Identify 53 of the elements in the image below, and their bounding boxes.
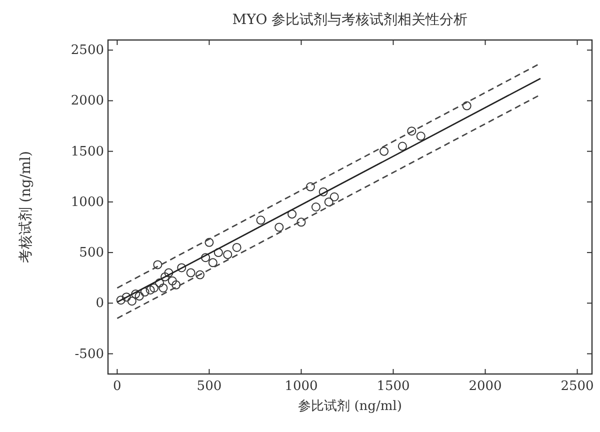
- point: [127, 296, 136, 306]
- point: [256, 216, 266, 225]
- point: [274, 222, 284, 232]
- point: [172, 280, 181, 290]
- point: [214, 248, 223, 258]
- point: [330, 192, 339, 202]
- point: [146, 285, 155, 294]
- point: [116, 296, 126, 305]
- x-tick-label: 1500: [376, 379, 410, 394]
- point: [164, 268, 174, 278]
- x-tick-label: 2500: [560, 379, 594, 394]
- point: [306, 182, 315, 192]
- x-tick-label: 1000: [284, 379, 318, 394]
- x-tick-label: 500: [196, 379, 222, 394]
- y-tick-label: 2500: [70, 43, 104, 58]
- point: [324, 197, 334, 206]
- point: [311, 202, 320, 212]
- point: [407, 126, 416, 136]
- point: [160, 272, 170, 282]
- point: [131, 290, 140, 299]
- point: [140, 288, 150, 297]
- y-tick-label: -500: [74, 346, 104, 362]
- point: [296, 218, 306, 227]
- point: [208, 258, 218, 268]
- y-tick-label: 2000: [70, 94, 104, 109]
- x-tick-label: 0: [113, 379, 122, 394]
- point: [380, 146, 389, 156]
- y-tick-label: 1500: [70, 144, 104, 160]
- point: [155, 278, 164, 288]
- point: [223, 250, 232, 260]
- point: [398, 142, 407, 151]
- point: [177, 263, 186, 272]
- point: [204, 238, 214, 247]
- y-tick-label: 500: [79, 246, 104, 261]
- chart-title: MYO 参比试剂与考核试剂相关性分析: [232, 12, 468, 28]
- point: [134, 292, 144, 301]
- point: [150, 283, 159, 292]
- point: [168, 276, 177, 286]
- point: [232, 242, 242, 252]
- y-tick-label: 0: [96, 296, 104, 312]
- y-tick-label: 1000: [70, 194, 104, 210]
- point: [158, 283, 168, 292]
- y-axis-title: 考核试剂 (ng/ml): [18, 151, 34, 263]
- point: [201, 253, 210, 262]
- point: [462, 101, 472, 110]
- point: [196, 270, 205, 280]
- point: [122, 292, 131, 302]
- point: [153, 260, 162, 270]
- x-axis-title: 参比试剂 (ng/ml): [298, 398, 402, 414]
- point: [416, 132, 426, 141]
- point: [186, 268, 196, 278]
- point: [318, 187, 328, 196]
- x-tick-label: 2000: [468, 379, 502, 394]
